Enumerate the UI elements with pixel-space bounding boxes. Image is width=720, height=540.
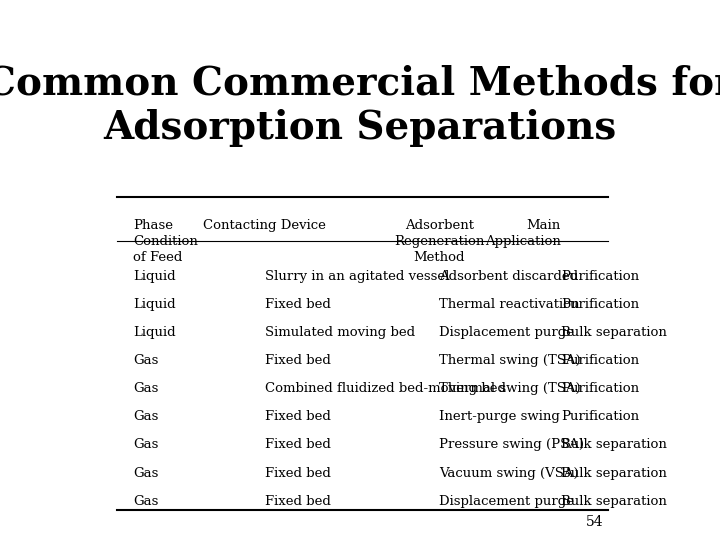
Text: Slurry in an agitated vessel: Slurry in an agitated vessel [265, 270, 449, 283]
Text: Phase
Condition
of Feed: Phase Condition of Feed [132, 219, 198, 264]
Text: Bulk separation: Bulk separation [561, 438, 667, 451]
Text: Bulk separation: Bulk separation [561, 326, 667, 339]
Text: Pressure swing (PSA): Pressure swing (PSA) [439, 438, 584, 451]
Text: Combined fluidized bed-moving bed: Combined fluidized bed-moving bed [265, 382, 506, 395]
Text: Gas: Gas [132, 382, 158, 395]
Text: Purification: Purification [561, 354, 639, 367]
Text: Gas: Gas [132, 410, 158, 423]
Text: Purification: Purification [561, 410, 639, 423]
Text: Displacement purge: Displacement purge [439, 495, 575, 508]
Text: Fixed bed: Fixed bed [265, 495, 330, 508]
Text: Contacting Device: Contacting Device [204, 219, 326, 232]
Text: Thermal swing (TSA): Thermal swing (TSA) [439, 382, 581, 395]
Text: Purification: Purification [561, 382, 639, 395]
Text: Bulk separation: Bulk separation [561, 495, 667, 508]
Text: Fixed bed: Fixed bed [265, 354, 330, 367]
Text: Fixed bed: Fixed bed [265, 467, 330, 480]
Text: Common Commercial Methods for
Adsorption Separations: Common Commercial Methods for Adsorption… [0, 65, 720, 147]
Text: Gas: Gas [132, 467, 158, 480]
Text: Thermal reactivation: Thermal reactivation [439, 298, 580, 311]
Text: Gas: Gas [132, 495, 158, 508]
Text: Adsorbent discarded: Adsorbent discarded [439, 270, 578, 283]
Text: Purification: Purification [561, 270, 639, 283]
Text: Main
Application: Main Application [485, 219, 561, 248]
Text: Liquid: Liquid [132, 298, 176, 311]
Text: Displacement purge: Displacement purge [439, 326, 575, 339]
Text: Thermal swing (TSA): Thermal swing (TSA) [439, 354, 581, 367]
Text: Liquid: Liquid [132, 270, 176, 283]
Text: Adsorbent
Regeneration
Method: Adsorbent Regeneration Method [394, 219, 485, 264]
Text: Fixed bed: Fixed bed [265, 410, 330, 423]
Text: Vacuum swing (VSA): Vacuum swing (VSA) [439, 467, 579, 480]
Text: Inert-purge swing: Inert-purge swing [439, 410, 560, 423]
Text: Bulk separation: Bulk separation [561, 467, 667, 480]
Text: Liquid: Liquid [132, 326, 176, 339]
Text: Simulated moving bed: Simulated moving bed [265, 326, 415, 339]
Text: Purification: Purification [561, 298, 639, 311]
Text: Gas: Gas [132, 438, 158, 451]
Text: Fixed bed: Fixed bed [265, 298, 330, 311]
Text: 54: 54 [585, 515, 603, 529]
Text: Fixed bed: Fixed bed [265, 438, 330, 451]
Text: Gas: Gas [132, 354, 158, 367]
